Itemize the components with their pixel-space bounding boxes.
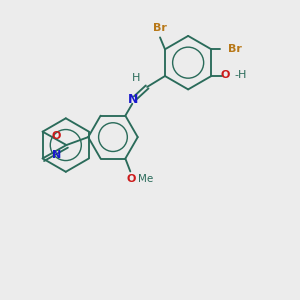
Text: Br: Br	[153, 23, 167, 34]
Text: O: O	[220, 70, 230, 80]
Text: H: H	[132, 73, 140, 83]
Text: N: N	[52, 149, 61, 160]
Text: -H: -H	[234, 70, 247, 80]
Text: N: N	[128, 93, 139, 106]
Text: Me: Me	[138, 174, 154, 184]
Text: Br: Br	[228, 44, 242, 54]
Text: O: O	[127, 174, 136, 184]
Text: O: O	[52, 130, 61, 141]
